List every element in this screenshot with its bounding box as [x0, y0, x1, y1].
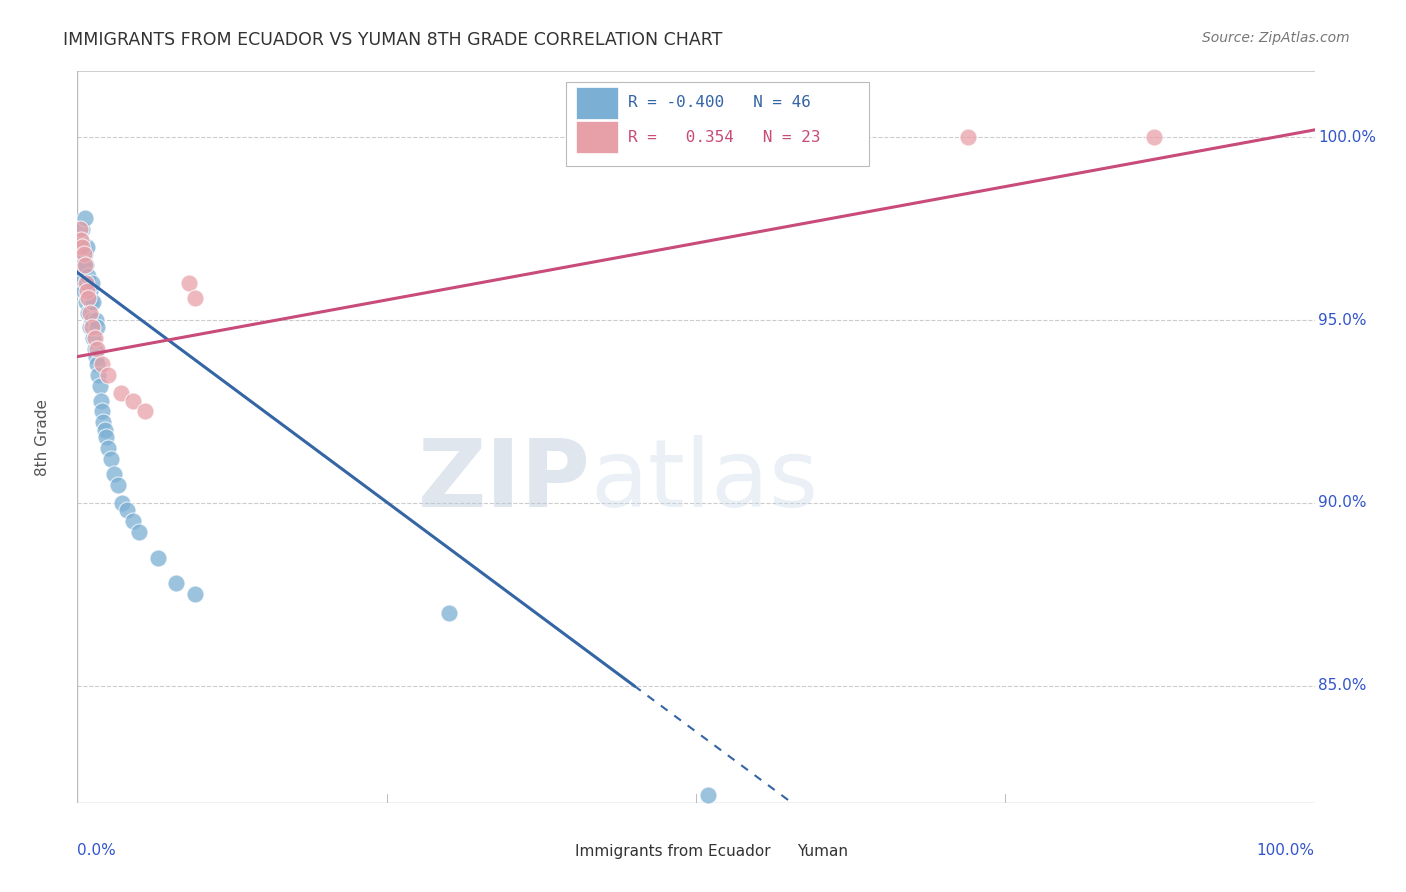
FancyBboxPatch shape: [763, 845, 792, 859]
Point: [75, 277, 97, 291]
Point: [72, 284, 94, 298]
Point: [72, 221, 94, 235]
Text: 0.0%: 0.0%: [77, 843, 117, 858]
Point: [697, 145, 720, 159]
Text: ZIP: ZIP: [418, 435, 591, 527]
Point: [69, 233, 91, 247]
Text: Yuman: Yuman: [797, 845, 848, 859]
Text: 100.0%: 100.0%: [1319, 129, 1376, 145]
Point: [184, 291, 207, 305]
Point: [76, 277, 98, 291]
Point: [103, 467, 125, 481]
Text: R =   0.354   N = 23: R = 0.354 N = 23: [628, 129, 821, 145]
Point: [86, 343, 108, 357]
Point: [91, 416, 114, 430]
Point: [1143, 130, 1166, 145]
Point: [91, 404, 114, 418]
Text: 8th Grade: 8th Grade: [35, 399, 51, 475]
Point: [84, 313, 107, 327]
Point: [82, 331, 104, 345]
Point: [115, 503, 138, 517]
Point: [70, 277, 93, 291]
Text: Immigrants from Ecuador: Immigrants from Ecuador: [575, 845, 770, 859]
Point: [73, 211, 96, 225]
Point: [72, 240, 94, 254]
Point: [89, 379, 111, 393]
Text: R = -0.400   N = 46: R = -0.400 N = 46: [628, 95, 811, 111]
Point: [100, 452, 122, 467]
Point: [76, 284, 98, 298]
Point: [79, 306, 101, 320]
Point: [93, 423, 115, 437]
Point: [79, 320, 101, 334]
Point: [73, 258, 96, 272]
FancyBboxPatch shape: [567, 82, 869, 167]
Point: [122, 393, 145, 408]
FancyBboxPatch shape: [541, 845, 568, 859]
Point: [110, 386, 132, 401]
Point: [177, 277, 200, 291]
Point: [72, 258, 94, 272]
FancyBboxPatch shape: [576, 87, 619, 119]
Point: [697, 789, 720, 803]
Text: 85.0%: 85.0%: [1319, 678, 1367, 693]
Point: [87, 368, 110, 382]
Text: 90.0%: 90.0%: [1319, 495, 1367, 510]
Point: [97, 368, 120, 382]
Point: [586, 137, 609, 152]
Point: [94, 430, 117, 444]
Point: [77, 291, 100, 305]
Point: [72, 247, 94, 261]
FancyBboxPatch shape: [576, 121, 619, 153]
Point: [72, 240, 94, 254]
Point: [69, 221, 91, 235]
Point: [82, 320, 104, 334]
Point: [83, 343, 105, 357]
Text: atlas: atlas: [591, 435, 820, 527]
Text: IMMIGRANTS FROM ECUADOR VS YUMAN 8TH GRADE CORRELATION CHART: IMMIGRANTS FROM ECUADOR VS YUMAN 8TH GRA…: [63, 31, 723, 49]
Point: [165, 576, 187, 591]
Point: [111, 496, 134, 510]
Point: [82, 294, 104, 309]
Point: [84, 350, 107, 364]
Point: [122, 514, 145, 528]
Point: [128, 525, 150, 540]
Point: [437, 606, 460, 620]
Point: [70, 233, 93, 247]
Point: [957, 130, 980, 145]
Point: [75, 294, 97, 309]
Point: [77, 306, 100, 320]
Point: [184, 587, 207, 601]
Point: [91, 357, 114, 371]
Point: [86, 357, 108, 371]
Point: [76, 240, 98, 254]
Point: [90, 393, 112, 408]
Text: 100.0%: 100.0%: [1257, 843, 1315, 858]
Point: [73, 247, 96, 261]
Point: [107, 477, 129, 491]
Point: [82, 277, 104, 291]
Point: [86, 320, 108, 334]
Point: [134, 404, 156, 418]
Point: [79, 284, 101, 298]
Point: [146, 550, 169, 565]
Point: [82, 313, 104, 327]
Point: [77, 269, 100, 284]
Point: [97, 441, 120, 455]
Point: [75, 258, 97, 272]
Point: [83, 331, 105, 345]
Point: [80, 294, 103, 309]
Text: 95.0%: 95.0%: [1319, 312, 1367, 327]
Text: Source: ZipAtlas.com: Source: ZipAtlas.com: [1202, 31, 1350, 45]
